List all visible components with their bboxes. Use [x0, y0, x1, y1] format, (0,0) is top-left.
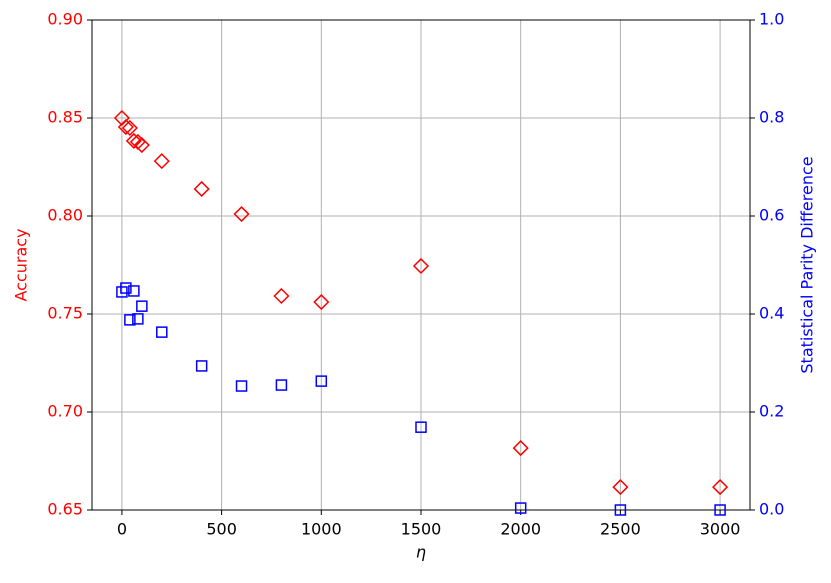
point: [235, 380, 248, 392]
x-axis-label: η: [416, 543, 426, 562]
point: [136, 300, 148, 312]
point: [153, 153, 170, 170]
y2-tick-label: 0.2: [759, 402, 784, 421]
y-axis-label: Accuracy: [12, 228, 31, 301]
x-tick-label: 2000: [500, 520, 541, 539]
point: [614, 504, 627, 516]
y-tick-label: 0.70: [47, 402, 83, 421]
point: [313, 293, 330, 311]
point: [156, 326, 168, 338]
y2-tick-label: 0.0: [759, 500, 784, 519]
point: [117, 118, 134, 136]
point: [124, 314, 136, 326]
point: [132, 313, 144, 325]
point: [128, 285, 140, 297]
point: [415, 421, 427, 433]
plot-frame: [91, 19, 751, 511]
y2-tick-label: 1.0: [759, 10, 784, 29]
x-tick-label: 500: [206, 520, 237, 539]
x-tick-label: 1500: [401, 520, 442, 539]
point: [612, 479, 629, 496]
y-tick-label: 0.85: [47, 108, 83, 127]
y-tick-label: 0.90: [47, 10, 83, 29]
point: [412, 257, 430, 275]
x-tick-label: 1000: [301, 520, 342, 539]
point: [193, 180, 210, 198]
point: [125, 132, 142, 149]
y2-tick-label: 0.4: [759, 304, 784, 323]
point: [315, 375, 328, 387]
point: [133, 136, 150, 154]
point: [195, 360, 208, 372]
y2-tick-label: 0.8: [759, 108, 784, 127]
point: [273, 287, 290, 305]
point: [120, 282, 132, 294]
y2-axis-label: Statistical Parity Difference: [798, 156, 817, 373]
point: [714, 504, 726, 516]
y-tick-label: 0.80: [47, 206, 83, 225]
point: [512, 440, 529, 457]
point: [514, 502, 527, 514]
point: [233, 205, 250, 223]
point: [116, 286, 128, 298]
x-tick-label: 2500: [600, 520, 641, 539]
y2-tick-label: 0.6: [759, 206, 784, 225]
y-tick-label: 0.65: [47, 500, 83, 519]
point: [712, 479, 729, 496]
point: [275, 379, 288, 391]
x-tick-label: 3000: [700, 520, 741, 539]
point: [121, 119, 138, 137]
x-tick-label: 0: [117, 520, 127, 539]
y-tick-label: 0.75: [47, 304, 83, 323]
